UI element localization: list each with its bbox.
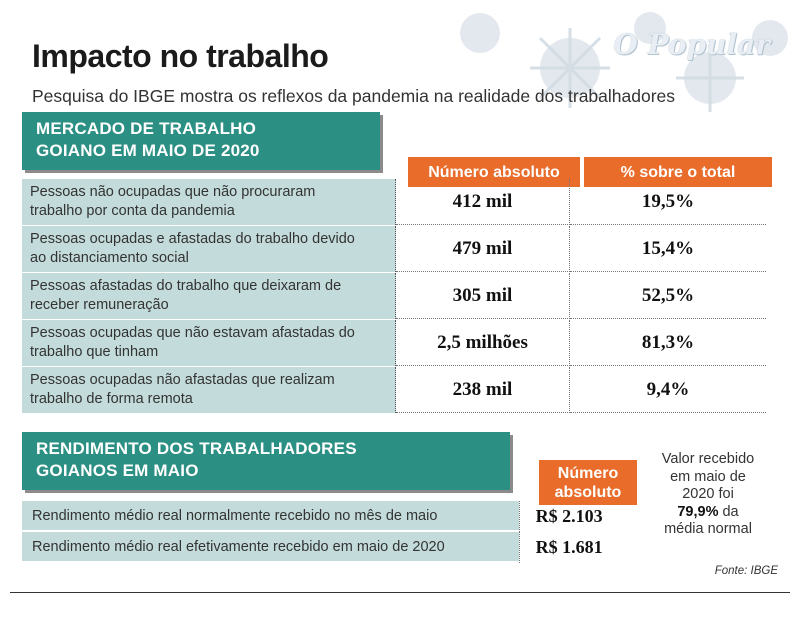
row-label: Rendimento médio real normalmente recebi… xyxy=(22,501,520,532)
row-label: Pessoas afastadas do trabalho que deixar… xyxy=(22,273,396,319)
header-line: absoluto xyxy=(554,483,622,501)
note-highlight: 79,9% xyxy=(677,503,719,520)
row-label: Pessoas ocupadas que não estavam afastad… xyxy=(22,320,396,366)
note-text: da xyxy=(718,503,739,520)
table-row: Pessoas ocupadas que não estavam afastad… xyxy=(22,320,766,367)
table-row: Pessoas ocupadas e afastadas do trabalho… xyxy=(22,226,766,273)
column-header-absolute: Número absoluto xyxy=(408,157,580,187)
row-label: Pessoas não ocupadas que não procuraram t… xyxy=(22,179,396,225)
absolute-value: 2,5 milhões xyxy=(396,320,570,366)
section-banner-rendimento: RENDIMENTO DOS TRABALHADORES GOIANOS EM … xyxy=(22,432,510,490)
banner-line: GOIANOS EM MAIO xyxy=(36,461,199,480)
note-line: Valor recebido xyxy=(661,451,755,467)
row-label-line: receber remuneração xyxy=(30,297,169,313)
absolute-value: 305 mil xyxy=(396,273,570,319)
banner-line: MERCADO DE TRABALHO xyxy=(36,119,257,138)
row-label-line: Pessoas ocupadas que não estavam afastad… xyxy=(30,325,355,341)
row-label-line: trabalho que tinham xyxy=(30,344,159,360)
income-note: Valor recebido em maio de 2020 foi 79,9%… xyxy=(650,451,766,539)
row-label-line: Pessoas não ocupadas que não procuraram xyxy=(30,184,316,200)
table-row: Pessoas ocupadas não afastadas que reali… xyxy=(22,367,766,414)
row-label: Rendimento médio real efetivamente receb… xyxy=(22,532,520,563)
banner-line: GOIANO EM MAIO DE 2020 xyxy=(36,141,260,160)
row-label-line: trabalho por conta da pandemia xyxy=(30,203,235,219)
row-label-line: Pessoas ocupadas não afastadas que reali… xyxy=(30,372,335,388)
table-row: Rendimento médio real normalmente recebi… xyxy=(22,501,618,532)
header-line: Número xyxy=(557,464,619,482)
absolute-value: 412 mil xyxy=(396,179,570,225)
income-table: Rendimento médio real normalmente recebi… xyxy=(22,501,618,563)
page-title: Impacto no trabalho xyxy=(32,38,329,74)
note-line: em maio de xyxy=(670,468,746,485)
row-label-line: trabalho de forma remota xyxy=(30,391,193,407)
brand-logo: O Popular xyxy=(613,28,770,61)
income-value: R$ 1.681 xyxy=(519,532,618,563)
income-value: R$ 2.103 xyxy=(519,501,618,532)
column-header-percent: % sobre o total xyxy=(584,157,772,187)
table-row: Pessoas afastadas do trabalho que deixar… xyxy=(22,273,766,320)
row-label: Pessoas ocupadas e afastadas do trabalho… xyxy=(22,226,396,272)
page-subtitle: Pesquisa do IBGE mostra os reflexos da p… xyxy=(32,86,676,106)
banner-line: RENDIMENTO DOS TRABALHADORES xyxy=(36,439,357,458)
note-line: 2020 foi xyxy=(682,486,734,502)
labor-market-table: Pessoas não ocupadas que não procuraram t… xyxy=(22,179,766,414)
absolute-value: 238 mil xyxy=(396,367,570,413)
absolute-value: 479 mil xyxy=(396,226,570,272)
percent-value: 15,4% xyxy=(570,226,766,272)
percent-value: 9,4% xyxy=(570,367,766,413)
virus-background-art xyxy=(460,12,788,112)
percent-value: 19,5% xyxy=(570,179,766,225)
row-label-line: Pessoas ocupadas e afastadas do trabalho… xyxy=(30,231,355,247)
source-credit: Fonte: IBGE xyxy=(714,565,778,577)
row-label-line: ao distanciamento social xyxy=(30,250,189,266)
row-label-line: Pessoas afastadas do trabalho que deixar… xyxy=(30,278,342,294)
percent-value: 52,5% xyxy=(570,273,766,319)
row-label: Pessoas ocupadas não afastadas que reali… xyxy=(22,367,396,413)
column-header-income: Número absoluto xyxy=(539,460,637,505)
table-row: Pessoas não ocupadas que não procuraram t… xyxy=(22,179,766,226)
percent-value: 81,3% xyxy=(570,320,766,366)
section-banner-mercado: MERCADO DE TRABALHO GOIANO EM MAIO DE 20… xyxy=(22,112,380,170)
table-row: Rendimento médio real efetivamente receb… xyxy=(22,532,618,563)
bottom-divider xyxy=(10,592,790,593)
note-line: média normal xyxy=(664,521,752,537)
note-line: 79,9% da xyxy=(650,504,766,522)
